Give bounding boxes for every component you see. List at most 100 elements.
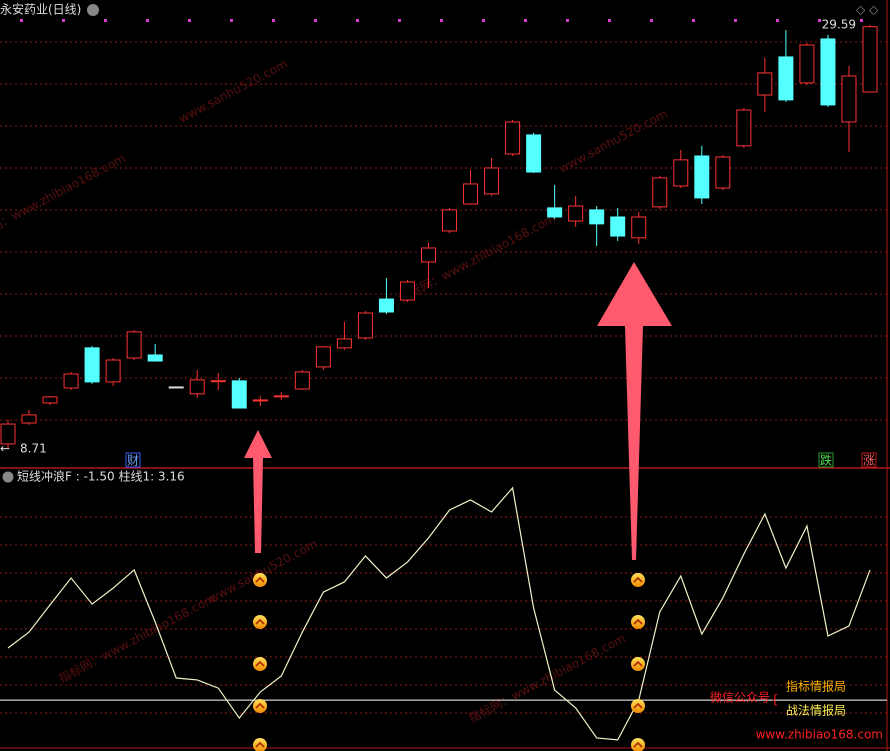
candle-body [757, 72, 773, 96]
top-dot [566, 19, 569, 22]
signal-chevron [633, 576, 643, 583]
candle-body [0, 423, 16, 445]
promo-site: www.zhibiao168.com [756, 728, 883, 742]
top-dot [608, 19, 611, 22]
top-dot [776, 19, 779, 22]
candle-body [273, 395, 289, 398]
top-dot [62, 19, 65, 22]
arrow [597, 262, 672, 560]
candle-body [420, 247, 436, 263]
candle-body [147, 354, 163, 362]
min-label: 8.71 [20, 441, 47, 455]
signal-icon [631, 738, 645, 751]
candle-body [399, 281, 415, 301]
signal-chevron [633, 741, 643, 748]
candle-body [652, 177, 668, 208]
candle-body [799, 44, 815, 84]
candle-body [378, 298, 394, 313]
candle-body [484, 167, 500, 195]
promo-name: 战法情报局 [786, 703, 846, 718]
signal-icon [253, 699, 267, 713]
brace: { [771, 693, 779, 707]
signal-icon [631, 657, 645, 671]
candle-body [820, 38, 836, 106]
top-dot [482, 19, 485, 22]
signal-icon [253, 615, 267, 629]
signal-chevron [255, 741, 265, 748]
signal-chevron [255, 702, 265, 709]
candle-body [673, 159, 689, 187]
candle-body [252, 399, 268, 402]
promo-label: 微信公众号 [710, 691, 770, 705]
candle-body [841, 75, 857, 123]
top-dot [104, 19, 107, 22]
promo-name: 指标情报局 [786, 679, 846, 694]
arrow-glyph: ← [0, 441, 10, 455]
signal-icon [253, 573, 267, 587]
signal-chevron [633, 660, 643, 667]
candle-body [547, 207, 563, 218]
top-dot [146, 19, 149, 22]
candle-body [715, 156, 731, 189]
candle-body [694, 155, 710, 199]
top-dot [314, 19, 317, 22]
signal-icon [631, 615, 645, 629]
candle-body [336, 338, 352, 349]
top-dot [440, 19, 443, 22]
candle-body [568, 205, 584, 222]
badge-label: 涨 [863, 453, 875, 468]
max-label: 29.59 [822, 17, 856, 31]
candle-body [442, 209, 458, 232]
menu-icon[interactable] [2, 471, 14, 483]
chart-title: 永安药业(日线) [0, 2, 81, 17]
candle-body [189, 379, 205, 395]
candle-body [84, 347, 100, 383]
top-dot [860, 19, 863, 22]
signal-chevron [633, 618, 643, 625]
candle-body [42, 396, 58, 404]
candle-body [778, 56, 794, 101]
candle-body [105, 359, 121, 383]
candle-body [526, 134, 542, 173]
badge [861, 452, 877, 468]
top-dot [20, 19, 23, 22]
candle-body [231, 380, 247, 409]
signal-icon [631, 573, 645, 587]
candle-body [631, 216, 647, 239]
signal-chevron [255, 576, 265, 583]
badge [818, 452, 834, 468]
top-dot [398, 19, 401, 22]
signal-chevron [255, 660, 265, 667]
candle-body [610, 216, 626, 237]
signal-chevron [633, 702, 643, 709]
top-dot [230, 19, 233, 22]
top-dot [650, 19, 653, 22]
candle-body [210, 380, 226, 383]
top-dot [356, 19, 359, 22]
grid [0, 19, 887, 714]
badge-label: 财 [127, 454, 139, 468]
candle-body [357, 312, 373, 339]
top-dot [524, 19, 527, 22]
candle-body [21, 414, 37, 424]
candle-body [315, 346, 331, 368]
candle-body [294, 371, 310, 390]
candle-body [862, 26, 878, 93]
candle-body [505, 121, 521, 155]
window-controls[interactable]: ◇ ◇ [856, 3, 879, 17]
candle-body [463, 183, 479, 205]
indicator-legend: 短线冲浪F : -1.50 柱线1: 3.16 [17, 469, 185, 484]
top-dot [818, 19, 821, 22]
top-dot [734, 19, 737, 22]
badge [125, 452, 141, 468]
signal-icon [253, 738, 267, 751]
top-dot [692, 19, 695, 22]
menu-icon[interactable] [87, 4, 99, 16]
arrow [244, 430, 272, 553]
candle-body [736, 109, 752, 147]
indicator-line [7, 486, 871, 741]
top-dot [188, 19, 191, 22]
signal-chevron [255, 618, 265, 625]
